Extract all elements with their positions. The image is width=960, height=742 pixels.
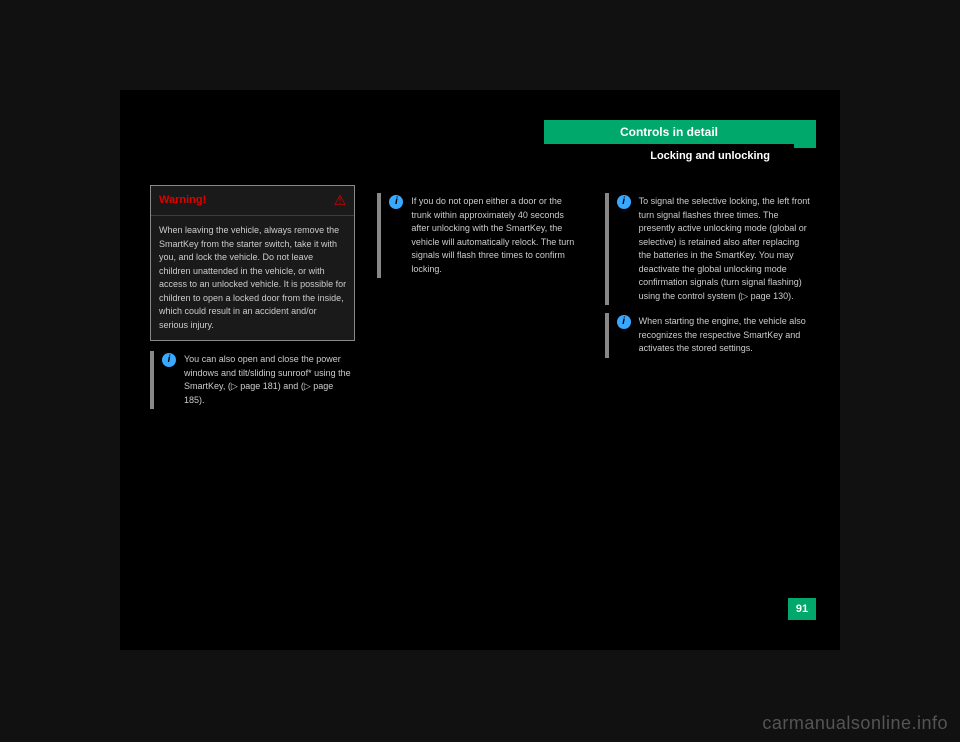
manual-page: Controls in detail Locking and unlocking… bbox=[120, 90, 840, 650]
watermark-text: carmanualsonline.info bbox=[762, 713, 948, 734]
warning-body-text: When leaving the vehicle, always remove … bbox=[151, 216, 354, 340]
info-icon: i bbox=[389, 195, 403, 209]
column-1: Warning! ⚠ When leaving the vehicle, alw… bbox=[150, 185, 355, 590]
info-text: You can also open and close the power wi… bbox=[184, 353, 355, 407]
warning-triangle-icon: ⚠ bbox=[334, 190, 347, 211]
info-text: If you do not open either a door or the … bbox=[411, 195, 582, 276]
info-icon: i bbox=[162, 353, 176, 367]
info-note: i When starting the engine, the vehicle … bbox=[605, 313, 810, 358]
content-columns: Warning! ⚠ When leaving the vehicle, alw… bbox=[150, 185, 810, 590]
section-subtitle: Locking and unlocking bbox=[650, 150, 770, 162]
info-note: i If you do not open either a door or th… bbox=[377, 193, 582, 278]
column-2: i If you do not open either a door or th… bbox=[377, 185, 582, 590]
info-icon: i bbox=[617, 315, 631, 329]
warning-title: Warning! bbox=[159, 192, 206, 209]
warning-header: Warning! ⚠ bbox=[151, 186, 354, 216]
info-text: When starting the engine, the vehicle al… bbox=[639, 315, 810, 356]
column-3: i To signal the selective locking, the l… bbox=[605, 185, 810, 590]
info-note: i To signal the selective locking, the l… bbox=[605, 193, 810, 305]
info-icon: i bbox=[617, 195, 631, 209]
info-text: To signal the selective locking, the lef… bbox=[639, 195, 810, 303]
warning-box: Warning! ⚠ When leaving the vehicle, alw… bbox=[150, 185, 355, 341]
page-number: 91 bbox=[788, 598, 816, 620]
section-tab: Controls in detail bbox=[544, 120, 794, 144]
section-tab-stub bbox=[794, 120, 816, 148]
info-note: i You can also open and close the power … bbox=[150, 351, 355, 409]
